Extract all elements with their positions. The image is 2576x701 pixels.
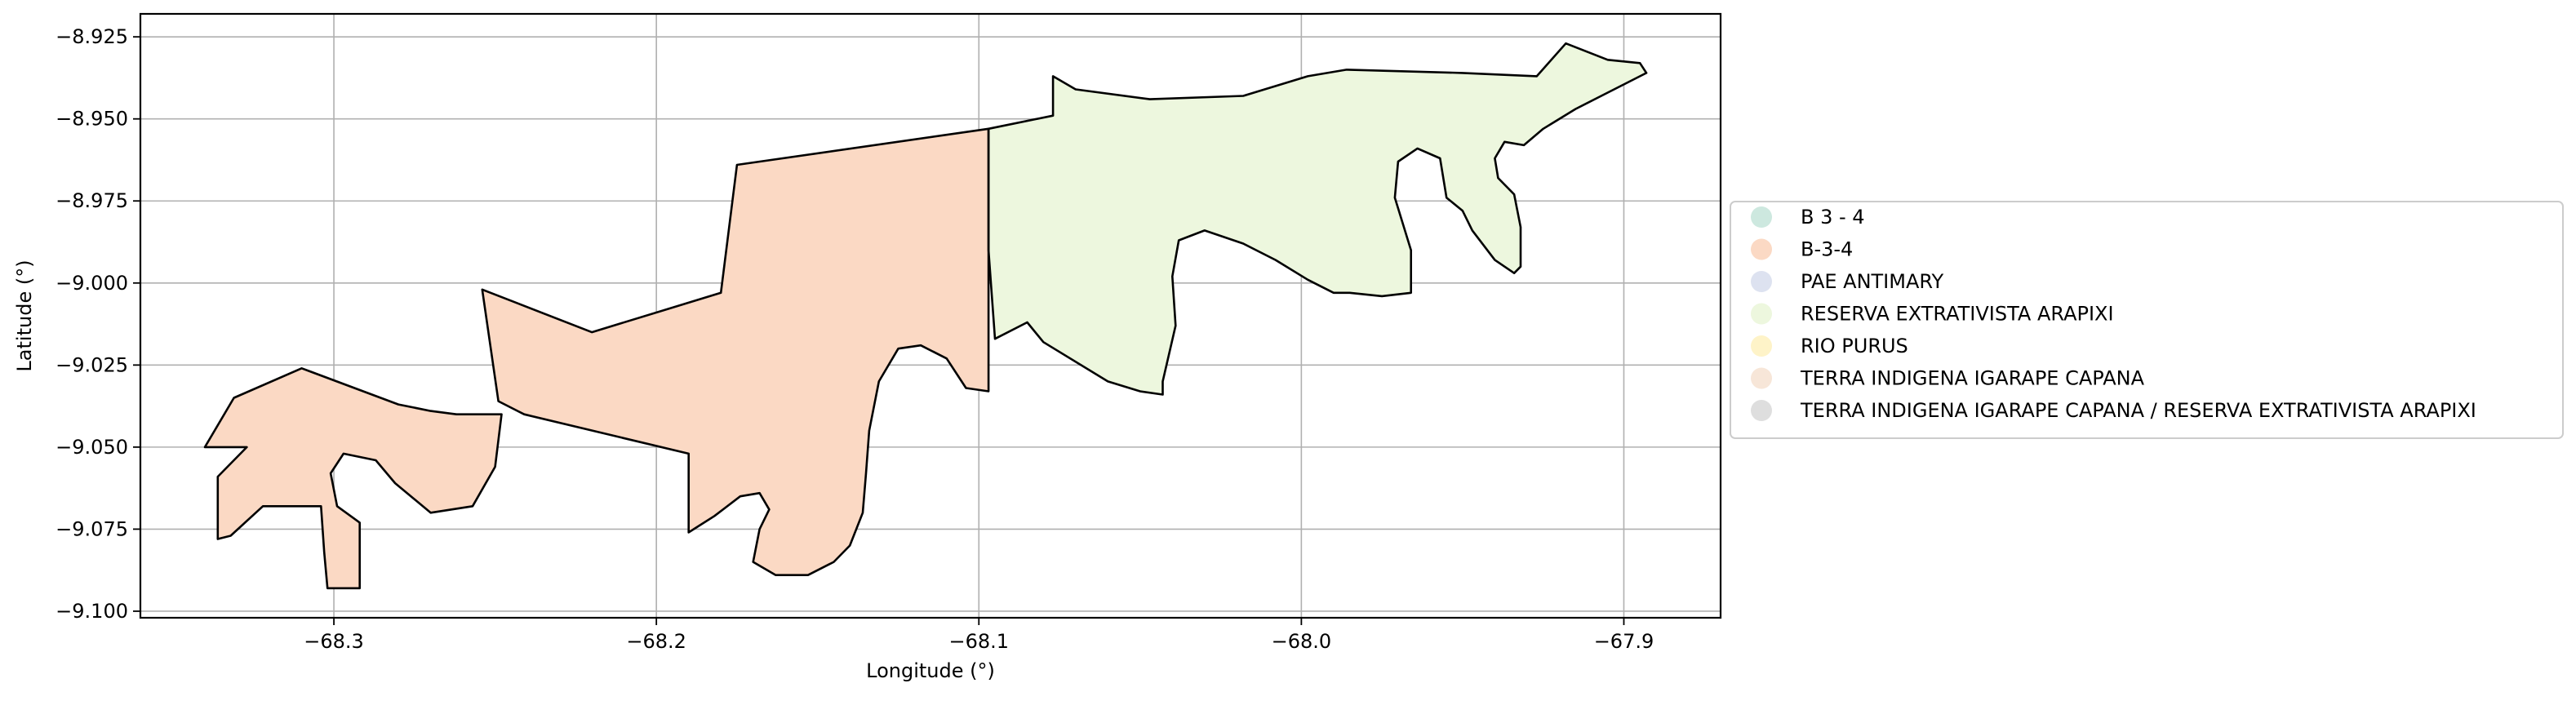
- legend-item: B 3 - 4: [1751, 206, 1865, 228]
- legend-label: PAE ANTIMARY: [1801, 270, 1944, 293]
- legend-item: TERRA INDIGENA IGARAPE CAPANA: [1751, 367, 2145, 390]
- x-tick-label: −68.2: [626, 630, 686, 653]
- legend-marker: [1751, 335, 1772, 357]
- x-tick-label: −68.1: [948, 630, 1009, 653]
- x-tick-label: −67.9: [1594, 630, 1654, 653]
- y-tick-label: −8.925: [56, 25, 128, 48]
- x-tick-label: −68.0: [1272, 630, 1332, 653]
- region-fill: [988, 43, 1647, 395]
- legend-marker: [1751, 367, 1772, 389]
- legend-marker: [1751, 400, 1772, 421]
- y-axis-label: Latitude (°): [13, 260, 36, 371]
- legend-item: RIO PURUS: [1751, 335, 1908, 357]
- x-tick-label: −68.3: [304, 630, 364, 653]
- legend-label: TERRA INDIGENA IGARAPE CAPANA: [1800, 367, 2145, 390]
- region-fill: [482, 128, 989, 575]
- legend-frame: [1730, 201, 2564, 439]
- y-tick-label: −9.075: [56, 517, 128, 540]
- legend-label: RESERVA EXTRATIVISTA ARAPIXI: [1801, 303, 2114, 326]
- region-outline: [203, 366, 503, 590]
- legend-marker: [1751, 238, 1772, 260]
- legend-label: RIO PURUS: [1801, 335, 1908, 357]
- map-regions: [203, 42, 1648, 590]
- legend: B 3 - 4 B-3-4 PAE ANTIMARY RESERVA EXTRATIV…: [1730, 201, 2564, 439]
- legend-label: TERRA INDIGENA IGARAPE CAPANA / RESERVA …: [1800, 399, 2476, 422]
- legend-item: TERRA INDIGENA IGARAPE CAPANA / RESERVA …: [1751, 399, 2476, 422]
- y-tick-label: −8.950: [56, 108, 128, 131]
- legend-marker: [1751, 303, 1772, 325]
- y-tick-label: −9.100: [56, 600, 128, 623]
- legend-label: B-3-4: [1801, 238, 1853, 261]
- legend-marker: [1751, 206, 1772, 228]
- axis-ticks: −68.3 −68.2 −68.1 −68.0 −67.9 −8.925 −8.950 −8.…: [56, 25, 1654, 653]
- y-tick-label: −9.025: [56, 353, 128, 376]
- x-axis-label: Longitude (°): [866, 659, 995, 682]
- plot-frame: [139, 12, 1722, 619]
- y-tick-label: −8.975: [56, 189, 128, 212]
- region-outline: [481, 127, 990, 577]
- legend-marker: [1751, 271, 1772, 292]
- y-tick-label: −9.000: [56, 272, 128, 295]
- legend-item: PAE ANTIMARY: [1751, 270, 1944, 293]
- region-outline: [987, 42, 1648, 396]
- legend-item: B-3-4: [1751, 238, 1853, 261]
- y-tick-label: −9.050: [56, 436, 128, 459]
- legend-item: RESERVA EXTRATIVISTA ARAPIXI: [1751, 303, 2114, 326]
- legend-label: B 3 - 4: [1801, 206, 1865, 228]
- region-fill: [205, 368, 502, 588]
